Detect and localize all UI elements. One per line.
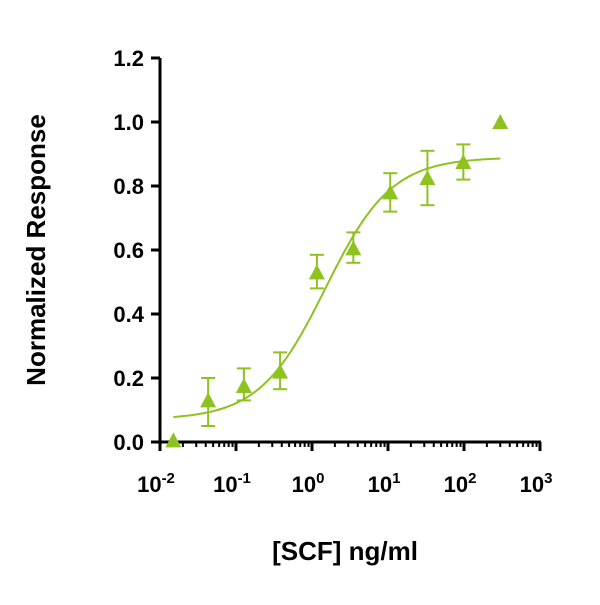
y-tick-label: 1.2 [113,46,144,71]
x-tick-label: 101 [368,470,401,497]
fit-curve [173,157,501,418]
data-point [200,392,217,408]
x-tick-label: 102 [444,470,477,497]
y-tick-label: 0.4 [113,302,144,327]
data-point [419,170,436,185]
y-tick-label: 1.0 [113,110,144,135]
data-point [382,184,399,200]
data-point [235,378,252,393]
data-point [308,264,325,280]
y-tick-label: 0.0 [113,430,144,455]
y-tick-label: 0.2 [113,366,144,391]
y-tick-label: 0.6 [113,238,144,263]
x-tick-label: 10-1 [213,470,251,497]
data-point [165,432,182,448]
x-tick-label: 103 [520,470,553,497]
x-tick-label: 100 [292,470,325,497]
x-axis-label: [SCF] ng/ml [272,536,418,566]
y-axis-label: Normalized Response [21,114,51,386]
x-tick-label: 10-2 [137,470,175,497]
data-point [455,154,472,169]
data-point [492,114,509,129]
data-point [345,240,362,256]
data-point [272,363,289,379]
y-tick-label: 0.8 [113,174,144,199]
